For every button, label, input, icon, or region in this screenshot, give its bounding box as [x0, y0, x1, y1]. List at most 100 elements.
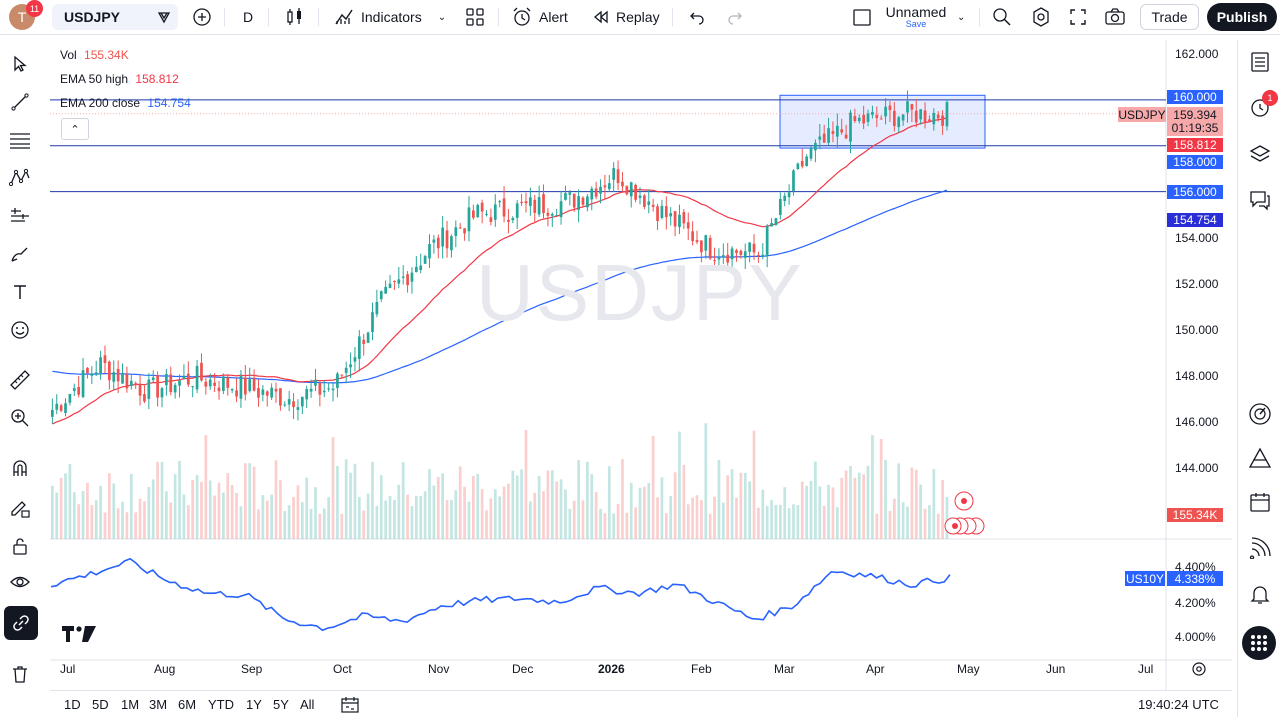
range-5y[interactable]: 5Y — [273, 697, 289, 712]
publish-label: Publish — [1216, 9, 1268, 25]
chart-type-button[interactable] — [284, 0, 306, 34]
candle-body — [700, 240, 703, 253]
candle-body — [800, 160, 804, 167]
volume-bar — [476, 473, 480, 539]
alerts-panel-button[interactable] — [1246, 94, 1274, 122]
brush-tool[interactable] — [6, 240, 34, 268]
text-tool[interactable] — [6, 278, 34, 306]
us10y-tick: 4.400% — [1175, 560, 1216, 574]
indicators-button[interactable]: Indicators ⌄ — [333, 0, 446, 34]
candle-body — [857, 117, 861, 122]
zoom-tool[interactable] — [6, 404, 34, 432]
chevron-down-icon[interactable]: ⌄ — [957, 11, 966, 23]
candle-body — [638, 195, 642, 198]
interval-button[interactable]: D — [243, 0, 253, 34]
fib-tool[interactable] — [6, 126, 34, 154]
volume-bar — [235, 492, 238, 539]
volume-bar — [432, 485, 436, 539]
volume-bar — [888, 510, 892, 539]
volume-bar — [511, 470, 515, 539]
fullscreen-button[interactable] — [1069, 0, 1087, 34]
layers-button[interactable] — [1246, 140, 1274, 168]
news-button[interactable] — [1246, 534, 1274, 562]
trade-button[interactable]: Trade — [1140, 4, 1199, 30]
compare-button[interactable] — [192, 0, 212, 34]
clock-utc[interactable]: 19:40:24 UTC — [1138, 697, 1219, 712]
technicals-button[interactable] — [1246, 400, 1274, 428]
candle-body — [550, 214, 554, 216]
candle-body — [112, 372, 116, 382]
range-6m[interactable]: 6M — [178, 697, 197, 712]
notifications-button[interactable] — [1246, 580, 1274, 608]
range-ytd[interactable]: YTD — [208, 697, 234, 712]
apps-button[interactable] — [1242, 626, 1276, 660]
volume-bar — [397, 484, 401, 539]
volume-bar — [533, 492, 537, 539]
ideas-button[interactable] — [1246, 444, 1274, 472]
range-all[interactable]: All — [300, 697, 315, 712]
forecast-tool[interactable] — [6, 202, 34, 230]
candle-body — [292, 401, 295, 408]
measure-tool[interactable] — [6, 366, 34, 394]
level-158-label[interactable]: 158.000 — [1167, 155, 1223, 169]
tradingview-logo[interactable] — [62, 626, 96, 642]
layout-checkbox[interactable] — [852, 0, 872, 34]
replay-button[interactable]: Replay — [592, 0, 660, 34]
ema200-legend[interactable]: EMA 200 close 154.754 — [60, 96, 191, 110]
level-156-label[interactable]: 156.000 — [1167, 185, 1223, 199]
ema50-legend[interactable]: EMA 50 high 158.812 — [60, 72, 179, 86]
volume-bar — [331, 437, 335, 539]
candle-body — [498, 201, 502, 203]
drawing-mode-tool[interactable] — [6, 494, 34, 522]
snapshot-button[interactable] — [1104, 0, 1126, 34]
emoji-tool[interactable] — [6, 316, 34, 344]
alert-button[interactable]: Alert — [511, 0, 568, 34]
chevron-down-icon[interactable]: ⌄ — [437, 11, 447, 23]
collapse-legend-button[interactable]: ⌃ — [61, 118, 89, 140]
volume-legend[interactable]: Vol 155.34K — [60, 48, 129, 62]
candle-body — [432, 239, 436, 243]
trend-line-tool[interactable] — [6, 88, 34, 116]
symbol-search[interactable]: USDJPY — [52, 4, 178, 30]
layout-name-button[interactable]: Unnamed Save — [884, 0, 948, 34]
range-1m[interactable]: 1M — [121, 697, 140, 712]
lock-tool[interactable] — [6, 532, 34, 560]
candle-body — [235, 390, 238, 397]
remove-drawings-tool[interactable] — [6, 660, 34, 688]
speedometer-icon — [1249, 403, 1271, 425]
flag-icon[interactable] — [156, 9, 172, 25]
magnet-tool[interactable] — [6, 454, 34, 482]
candle-body — [428, 243, 431, 259]
undo-button[interactable] — [688, 0, 706, 34]
candle-body — [849, 112, 852, 142]
horizontal-lines-icon — [10, 133, 30, 149]
cursor-tool[interactable] — [6, 50, 34, 78]
watchlist-button[interactable] — [1246, 48, 1274, 76]
calendar-button[interactable] — [1246, 488, 1274, 516]
candle-body — [515, 203, 519, 218]
range-1d[interactable]: 1D — [64, 697, 81, 712]
volume-bar — [143, 501, 146, 539]
candle-body — [371, 312, 374, 333]
sync-drawings-tool[interactable] — [4, 606, 38, 640]
redo-button[interactable] — [726, 0, 744, 34]
visibility-tool[interactable] — [6, 568, 34, 596]
price-chart[interactable] — [50, 40, 1232, 690]
candle-body — [507, 219, 510, 222]
candle-body — [919, 109, 923, 120]
range-3m[interactable]: 3M — [149, 697, 168, 712]
candle-body — [814, 142, 817, 151]
publish-button[interactable]: Publish — [1207, 3, 1277, 31]
price-tick: 148.000 — [1175, 369, 1219, 383]
quick-search-button[interactable] — [992, 0, 1012, 34]
chats-button[interactable] — [1246, 186, 1274, 214]
axis-settings-button[interactable] — [1191, 661, 1207, 677]
level-160-label[interactable]: 160.000 — [1167, 90, 1223, 104]
range-1y[interactable]: 1Y — [246, 697, 262, 712]
settings-button[interactable] — [1031, 0, 1051, 34]
date-range-button[interactable] — [340, 691, 360, 718]
layouts-button[interactable] — [465, 0, 485, 34]
pattern-tool[interactable] — [6, 164, 34, 192]
range-5d[interactable]: 5D — [92, 697, 109, 712]
legend-label: EMA 200 close — [60, 96, 141, 110]
